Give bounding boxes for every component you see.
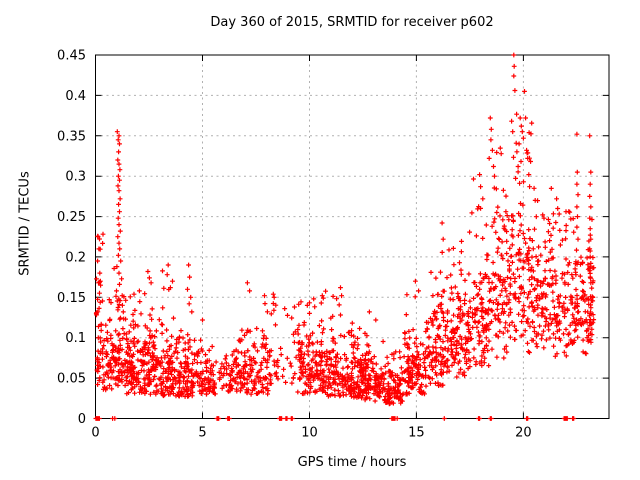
x-tick-label: 10	[301, 426, 318, 441]
y-tick-label: 0.3	[65, 170, 86, 185]
y-tick-label: 0.25	[57, 210, 86, 225]
y-tick-label: 0.05	[57, 372, 86, 387]
y-tick-label: 0.4	[65, 89, 86, 104]
scatter-points	[93, 52, 597, 421]
chart-title: Day 360 of 2015, SRMTID for receiver p60…	[210, 15, 494, 30]
x-tick-label: 15	[408, 426, 425, 441]
x-tick-label: 5	[198, 426, 206, 441]
y-tick-label: 0.2	[65, 250, 86, 265]
x-axis-label: GPS time / hours	[297, 455, 407, 470]
y-tick-label: 0.35	[57, 129, 86, 144]
y-tick-label: 0.15	[57, 291, 86, 306]
y-tick-label: 0.1	[65, 331, 86, 346]
y-tick-label: 0	[78, 412, 86, 427]
y-tick-label: 0.45	[57, 49, 86, 64]
x-tick-label: 20	[515, 426, 532, 441]
grid-lines	[95, 55, 609, 419]
x-tick-label: 0	[91, 426, 99, 441]
